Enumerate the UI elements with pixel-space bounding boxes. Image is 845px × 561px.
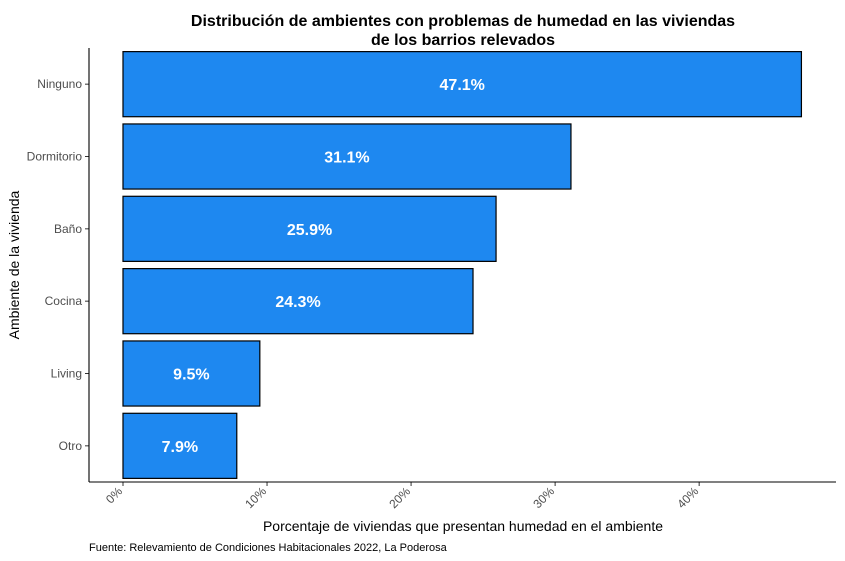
y-axis-title: Ambiente de la vivienda [6, 190, 22, 339]
y-tick-label: Living [51, 367, 82, 381]
bar-value-label: 25.9% [287, 222, 332, 239]
chart-title-line-2: de los barrios relevados [371, 32, 555, 49]
y-tick-label: Cocina [45, 294, 83, 308]
bar-cocina [122, 268, 474, 335]
bar-value-label: 7.9% [162, 439, 198, 456]
ticks-layer: Ninguno Dormitorio Baño Cocina Living Otro 0% 1… [27, 77, 702, 511]
bar-ninguno [122, 51, 803, 118]
bar-baño [122, 195, 497, 262]
bar-living [122, 340, 261, 407]
y-tick-label: Baño [54, 222, 82, 236]
x-tick-label: 10% [242, 484, 269, 511]
chart-title-line-1: Distribución de ambientes con problemas … [191, 13, 735, 30]
bar-value-label: 9.5% [173, 367, 209, 384]
y-tick-label: Dormitorio [27, 150, 83, 164]
x-tick-label: 30% [530, 484, 557, 511]
y-tick-label: Otro [59, 439, 83, 453]
x-axis-title: Porcentaje de viviendas que presentan hu… [263, 518, 663, 534]
chart-caption: Fuente: Relevamiento de Condiciones Habi… [89, 542, 448, 554]
bars-layer: 47.1% 31.1% 25.9% 24.3% 9.5% 7.9% [122, 51, 803, 479]
bar-dormitorio [122, 123, 572, 190]
x-tick-label: 0% [103, 484, 125, 506]
x-tick-label: 20% [386, 484, 413, 511]
x-tick-label: 40% [674, 484, 701, 511]
y-tick-label: Ninguno [37, 77, 82, 91]
bar-value-label: 31.1% [324, 150, 369, 167]
bar-value-label: 47.1% [440, 77, 485, 94]
bar-otro [122, 412, 238, 479]
bar-value-label: 24.3% [275, 294, 320, 311]
